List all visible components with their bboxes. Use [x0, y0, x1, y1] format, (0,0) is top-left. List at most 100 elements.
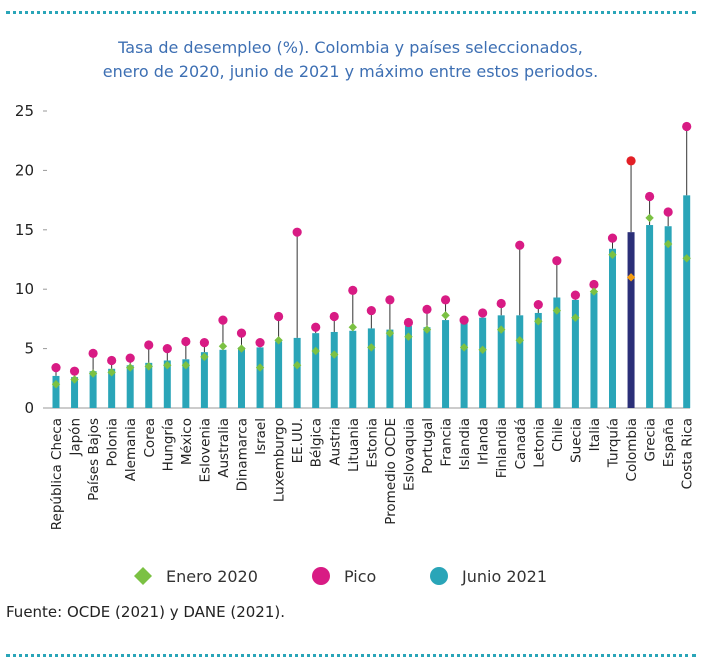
category-label: Finlandia [494, 418, 510, 478]
peak-marker [440, 295, 451, 305]
peak-marker [496, 298, 506, 309]
bar-jun-2021 [256, 347, 264, 408]
jan-2020-marker [51, 380, 61, 389]
bar-jun-2021 [367, 328, 375, 408]
peak-marker [218, 315, 228, 325]
bar-jun-2021 [683, 195, 691, 408]
peak-marker [125, 353, 135, 363]
jan-2020-marker [218, 342, 228, 351]
y-tick-label: 20 [15, 161, 34, 179]
jan-2020-marker [552, 306, 562, 315]
bar-jun-2021 [349, 330, 357, 408]
y-tick-label: 10 [15, 280, 34, 298]
jan-2020-marker [422, 325, 432, 334]
legend-dot-icon [430, 567, 448, 585]
jan-2020-marker [163, 361, 172, 370]
peak-marker [292, 227, 302, 237]
category-label: Austria [327, 418, 343, 466]
peak-marker [348, 285, 358, 295]
y-tick-label: 0 [24, 399, 34, 417]
bar-jun-2021 [145, 362, 153, 408]
peak-marker [255, 338, 265, 348]
jan-2020-marker [497, 325, 506, 334]
category-label: Países Bajos [86, 418, 102, 501]
bar-jun-2021 [330, 331, 338, 408]
bar-jun-2021 [312, 333, 320, 408]
y-tick-label: 15 [15, 221, 34, 239]
bar-jun-2021 [108, 368, 116, 408]
bar-jun-2021 [52, 375, 60, 408]
category-label: Estonia [364, 418, 380, 468]
category-label: Polonia [105, 418, 121, 467]
peak-marker [533, 300, 543, 310]
bottom-dotted-rule [6, 654, 696, 657]
category-label: Alemania [123, 418, 139, 481]
jan-2020-marker [571, 313, 580, 322]
jan-2020-marker [645, 213, 654, 223]
category-label: Letonia [531, 418, 547, 468]
peak-marker [329, 311, 339, 322]
jan-2020-marker [274, 336, 283, 345]
legend-diamond-icon [134, 567, 152, 585]
peak-marker [589, 279, 599, 290]
peak-marker [274, 311, 284, 322]
bar-jun-2021 [404, 326, 412, 408]
jan-2020-marker [385, 328, 395, 338]
bar-jun-2021 [182, 359, 190, 408]
category-label: Luxemburgo [272, 418, 288, 502]
bar-jun-2021 [71, 377, 79, 408]
jan-2020-marker [255, 363, 265, 372]
category-label: EE.UU. [290, 418, 306, 463]
category-label: Irlanda [476, 418, 492, 465]
peak-marker [515, 240, 525, 250]
peak-marker [366, 305, 376, 316]
peak-marker [199, 338, 209, 348]
jan-2020-marker [88, 369, 98, 378]
category-label: Dinamarca [235, 418, 251, 491]
jan-2020-marker [70, 375, 79, 384]
jan-2020-marker [311, 346, 320, 356]
bar-jun-2021 [423, 327, 431, 408]
category-label: Suecia [568, 418, 584, 463]
category-label: Canadá [513, 418, 529, 469]
bar-jun-2021 [590, 292, 598, 408]
legend-circle-icon [312, 567, 330, 585]
jan-2020-marker [348, 323, 357, 332]
category-label: España [661, 418, 677, 467]
legend-item-peak: Pico [310, 562, 376, 590]
bar-jun-2021 [479, 317, 487, 408]
bar-jun-2021 [386, 329, 394, 408]
category-label: Eslovenia [197, 418, 213, 482]
jan-2020-marker [515, 336, 524, 345]
category-label: Grecia [643, 418, 659, 461]
jan-2020-marker [126, 363, 135, 372]
category-label: Portugal [420, 418, 436, 474]
peak-marker [88, 348, 98, 358]
bar-jun-2021 [275, 341, 283, 408]
category-label: Eslovaquia [401, 418, 417, 491]
peak-marker [236, 328, 247, 338]
bar-jun-2021 [627, 232, 635, 408]
category-label: República Checa [49, 418, 65, 530]
bar-jun-2021 [516, 315, 524, 408]
peak-marker [682, 121, 692, 132]
peak-marker [570, 290, 581, 300]
jan-2020-marker [441, 311, 450, 320]
peak-marker [385, 295, 395, 305]
category-label: Japón [68, 418, 84, 457]
bar-jun-2021 [664, 226, 672, 408]
category-label: Australia [216, 418, 232, 478]
category-label: Turquía [606, 418, 622, 468]
bar-jun-2021 [534, 312, 542, 408]
unemployment-chart: 0 5 10 15 20 25 República Checa Japón Países Baj… [15, 102, 696, 530]
peak-marker [663, 207, 673, 217]
bar-jun-2021 [219, 349, 227, 408]
peak-marker [403, 317, 414, 328]
peak-marker [51, 363, 61, 373]
bar-jun-2021 [126, 365, 134, 408]
jan-2020-marker [626, 273, 636, 282]
peak-marker [181, 336, 191, 347]
bar-jun-2021 [571, 299, 579, 408]
jan-2020-marker [478, 345, 487, 354]
jan-2020-marker [682, 254, 691, 263]
